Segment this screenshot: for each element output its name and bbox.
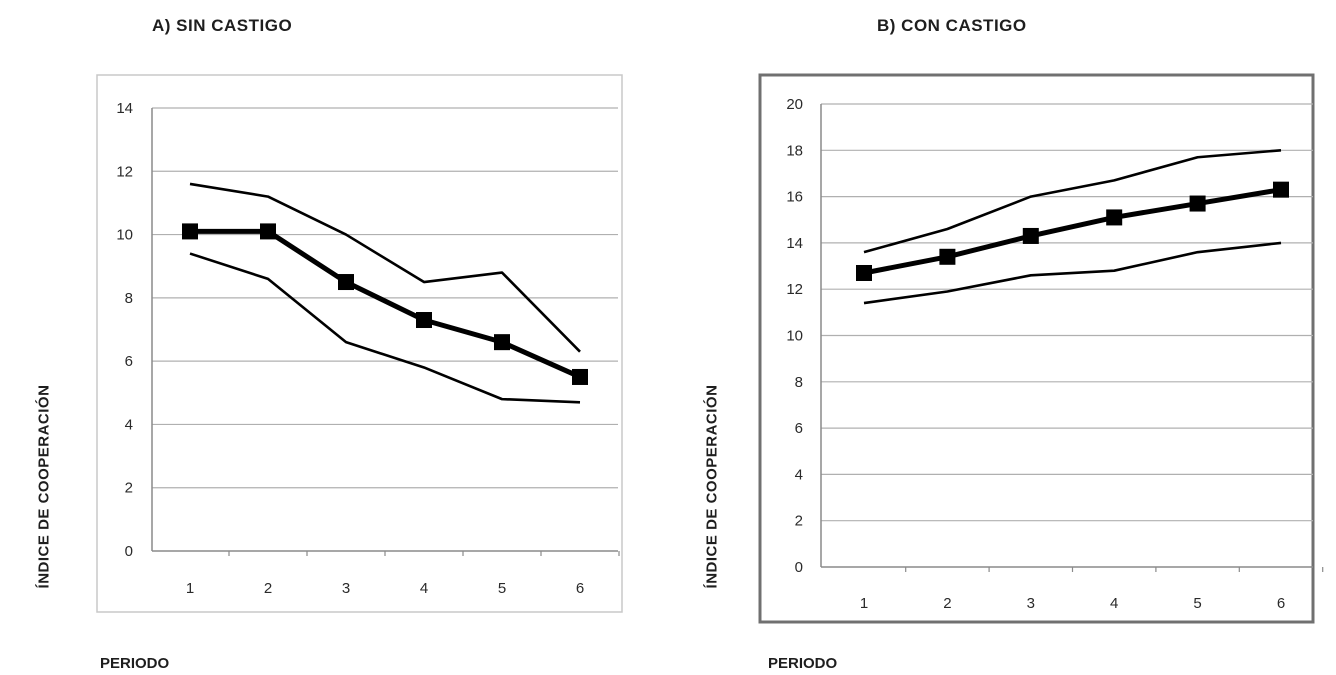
chart-a-y-tick-label: 12	[116, 163, 133, 180]
chart-a-series-2-marker	[416, 312, 432, 329]
chart-b-series-2-marker	[856, 264, 872, 281]
chart-b-series-2-marker	[1189, 195, 1206, 212]
chart-b-series-2-marker	[1273, 181, 1289, 198]
chart-b-y-tick-label: 20	[786, 96, 803, 113]
chart-a-x-tick-label: 2	[264, 580, 272, 597]
chart-b-x-tick-label: 5	[1193, 595, 1201, 612]
chart-a-title: A) SIN CASTIGO	[152, 16, 293, 35]
chart-b-x-axis-label: PERIODO	[768, 655, 838, 672]
chart-a-y-tick-label: 8	[125, 290, 133, 307]
chart-a-series-2-marker	[338, 274, 354, 291]
chart-b-x-tick-label: 4	[1110, 595, 1118, 612]
chart-a-y-tick-label: 2	[125, 480, 133, 497]
chart-a-frame	[96, 74, 623, 613]
chart-b-series-2-line	[863, 187, 1282, 276]
chart-b-x-tick-label: 3	[1027, 595, 1035, 612]
chart-a-series-2-line	[190, 228, 582, 380]
chart-a-x-tick-label: 6	[576, 580, 584, 597]
chart-b-y-tick-label: 18	[786, 142, 803, 159]
chart-a-series-2-marker	[182, 223, 198, 240]
chart-a-y-tick-label: 4	[125, 416, 133, 433]
chart-a-series-3-line	[189, 252, 581, 404]
chart-b-frame	[758, 73, 1315, 624]
chart-a-y-tick-label: 14	[116, 100, 133, 117]
chart-a-x-axis-label: PERIODO	[100, 655, 170, 672]
chart-b-x-tick-label: 6	[1277, 595, 1285, 612]
chart-b-series-2-marker	[1022, 227, 1039, 244]
chart-b-series-2-marker	[939, 248, 956, 265]
chart-b-series-3-line	[863, 241, 1282, 305]
chart-a-series-1-line	[189, 182, 581, 353]
chart-a-y-tick-label: 6	[125, 353, 133, 370]
chart-b-y-tick-label: 14	[786, 235, 803, 252]
chart-a-x-tick-label: 5	[498, 580, 506, 597]
chart-a-series-2-marker	[572, 368, 588, 385]
chart-a-x-tick-label: 1	[186, 580, 194, 597]
chart-a-x-tick-label: 3	[342, 580, 350, 597]
chart-b-title: B) CON CASTIGO	[877, 16, 1027, 35]
chart-b-x-tick-label: 1	[860, 595, 868, 612]
chart-b-y-tick-label: 16	[786, 189, 803, 206]
chart-a-series-2-marker	[260, 223, 276, 240]
chart-b-y-tick-label: 8	[795, 374, 803, 391]
chart-b-y-tick-label: 10	[786, 328, 803, 345]
chart-b-series-1-line	[863, 149, 1282, 254]
chart-b-y-tick-label: 0	[795, 559, 803, 576]
chart-a-y-tick-label: 10	[116, 227, 133, 244]
chart-b-y-tick-label: 2	[795, 513, 803, 530]
chart-b-y-tick-label: 6	[795, 420, 803, 437]
chart-a-x-tick-label: 4	[420, 580, 428, 597]
chart-b-x-tick-label: 2	[943, 595, 951, 612]
chart-b-series-2-marker	[1106, 209, 1123, 226]
chart-a-series-2-marker	[494, 334, 510, 351]
chart-b-y-tick-label: 4	[795, 466, 803, 483]
chart-b-y-tick-label: 12	[786, 281, 803, 298]
chart-a-y-tick-label: 0	[125, 543, 133, 560]
